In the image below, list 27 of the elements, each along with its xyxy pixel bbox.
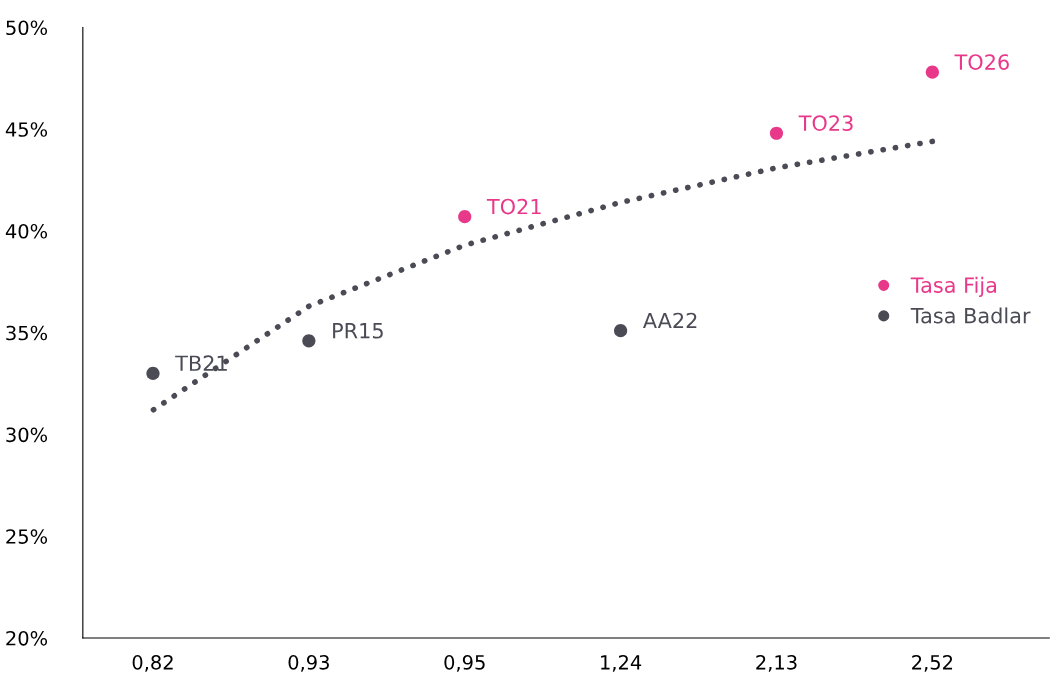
legend-label: Tasa Badlar [910,307,1031,324]
annotation: PR15 [333,323,383,339]
annotation: TO21 [486,198,541,215]
point [925,65,939,79]
y-tick-label: 35% [6,325,48,341]
y-tick-label: 20% [6,630,48,646]
x-tick-label: 0,95 [444,654,485,672]
point [458,210,472,224]
annotation: TB21 [175,355,227,371]
x-tick-label: 2,52 [912,654,953,672]
x-tick-label: 2,13 [756,654,797,672]
y-tick-label: 30% [6,427,48,443]
y-tick-label: 25% [6,529,48,544]
point [614,324,628,338]
point [146,366,160,380]
x-tick-label: 0,82 [132,654,173,672]
x-tick-label: 1,24 [601,654,642,672]
point [769,126,784,140]
legend-label: Tasa Fija [910,276,997,297]
x-tick-label: 0,93 [288,654,329,672]
point [302,334,316,348]
annotation: TO23 [798,115,853,131]
y-tick-label: 40% [5,223,48,239]
y-tick-label: 45% [5,122,48,137]
annotation: TO26 [954,54,1009,70]
annotation: AA22 [642,312,697,329]
y-tick-label: 50% [6,20,48,36]
